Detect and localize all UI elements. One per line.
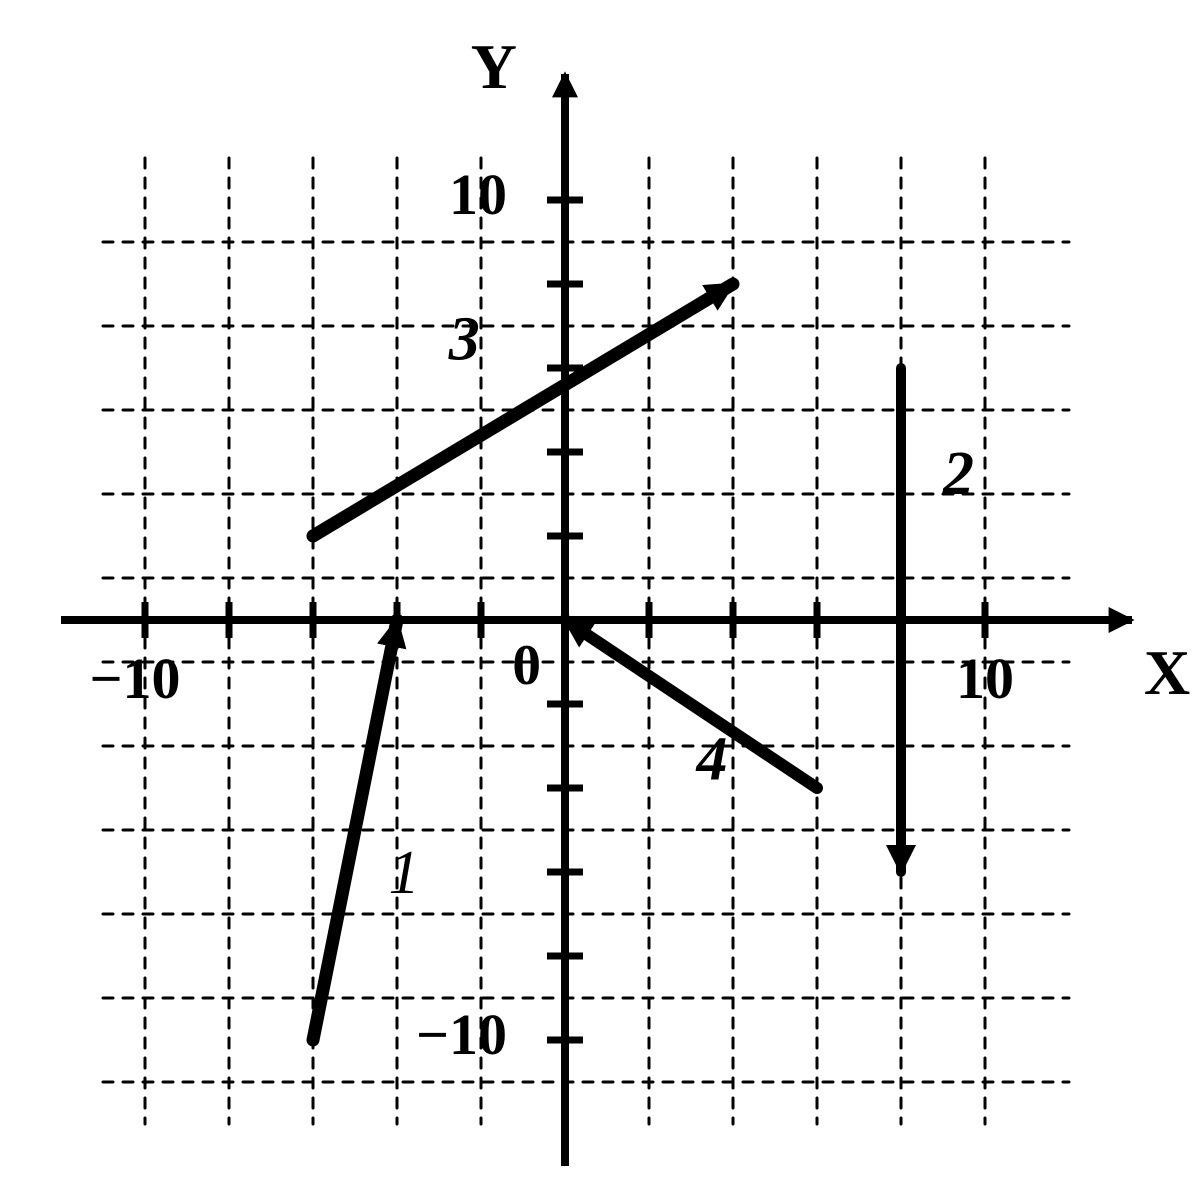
tick-label-y-neg10: −10: [416, 1002, 507, 1067]
y-axis-label: Y: [471, 31, 517, 102]
plot-background: [0, 0, 1198, 1200]
vector-label-3: 3: [448, 306, 480, 374]
tick-label-y-pos10: 10: [449, 162, 507, 227]
x-axis-label: X: [1144, 637, 1190, 708]
tick-label-x-pos10: 10: [956, 646, 1014, 711]
vector-label-2: 2: [942, 440, 974, 508]
plot-svg: −10 10 10 −10 Y X 0 1 2 3 4: [0, 0, 1198, 1200]
tick-label-x-neg10: −10: [89, 646, 180, 711]
coordinate-plot: −10 10 10 −10 Y X 0 1 2 3 4: [0, 0, 1198, 1200]
origin-label: 0: [512, 634, 541, 697]
vector-label-1: 1: [389, 839, 420, 907]
vector-label-4: 4: [696, 726, 728, 794]
